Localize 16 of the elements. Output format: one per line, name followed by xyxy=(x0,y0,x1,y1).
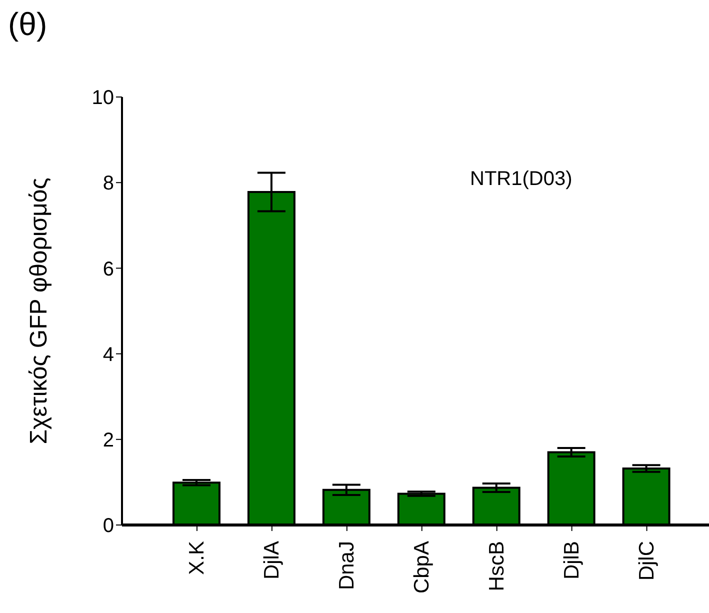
x-tick-label: DnaJ xyxy=(335,541,358,590)
y-tick-label: 10 xyxy=(92,87,114,110)
annotation: NTR1(D03) xyxy=(470,168,572,191)
x-tick-label: DjlA xyxy=(260,541,284,580)
y-tick-label: 2 xyxy=(102,430,114,452)
x-tick-label: HscB xyxy=(485,541,508,592)
y-axis-title: Σχετικός GFP φθορισμός xyxy=(26,178,53,444)
y-tick-label: 4 xyxy=(102,344,114,366)
x-tick-label: CbpA xyxy=(410,541,434,594)
chart-title: (θ) xyxy=(8,6,48,43)
x-tick-label: DjlB xyxy=(560,541,584,580)
x-tick-label: DjlC xyxy=(635,541,658,581)
x-tick-label: Χ.Κ xyxy=(185,541,208,575)
y-tick-label: 8 xyxy=(102,172,114,195)
y-tick-label: 6 xyxy=(102,258,114,280)
y-tick-label: 0 xyxy=(102,515,114,538)
